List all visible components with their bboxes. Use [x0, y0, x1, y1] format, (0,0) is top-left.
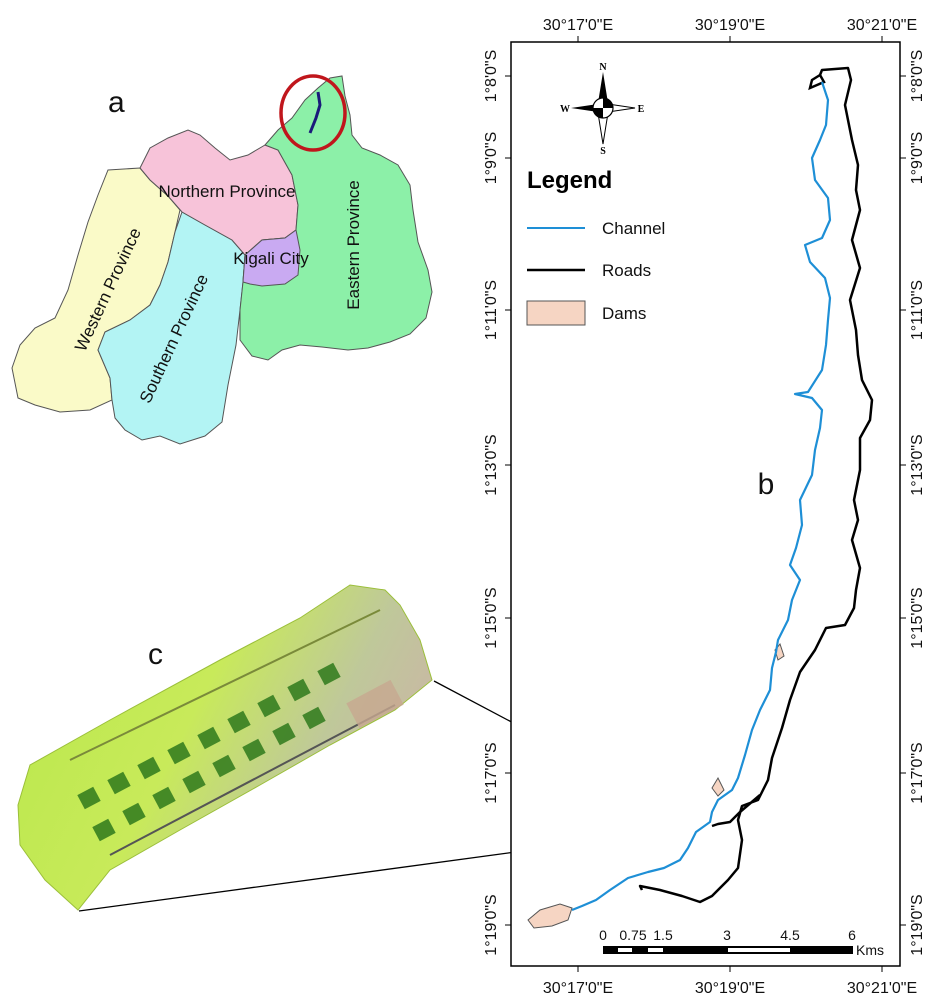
- kigali-city-region: [242, 229, 301, 287]
- panel-label-c: c: [148, 638, 163, 671]
- legend-roads-label: Roads: [602, 261, 651, 280]
- lon-label-top-2: 30°19'0"E: [695, 17, 765, 34]
- lat-label-right-1: 1°8'0"S: [909, 50, 926, 103]
- panel-label-a: a: [108, 86, 125, 119]
- compass-w-label: W: [560, 104, 570, 115]
- north-arrow-compass-icon: N S E W: [560, 62, 645, 157]
- lat-label-left-7: 1°19'0"S: [483, 894, 500, 955]
- study-area-highlight-circle: [279, 74, 347, 152]
- lat-label-left-1: 1°8'0"S: [483, 50, 500, 103]
- panel-label-b: b: [758, 468, 775, 501]
- lon-label-top-3: 30°21'0"E: [847, 17, 917, 34]
- dam-polygon-south: [527, 903, 573, 929]
- lat-label-left-4: 1°13'0"S: [483, 434, 500, 495]
- lon-label-bottom-2: 30°19'0"E: [695, 980, 765, 997]
- map-frame: [510, 41, 901, 967]
- orthophoto-drain-line: [109, 704, 396, 856]
- lon-label-top-1: 30°17'0"E: [543, 17, 613, 34]
- panel-c-orthophoto: c: [17, 584, 433, 911]
- dam-polygon-mid: [711, 776, 725, 797]
- lat-label-left-5: 1°15'0"S: [483, 587, 500, 648]
- lat-label-left-6: 1°17'0"S: [483, 742, 500, 803]
- scale-tick-0: 0: [599, 927, 607, 943]
- legend-channel-label: Channel: [602, 219, 665, 238]
- irrigation-channel: [571, 81, 832, 912]
- scale-tick-6: 6: [848, 927, 856, 943]
- compass-s-label: S: [600, 146, 606, 157]
- lat-label-left-2: 1°9'0"S: [483, 132, 500, 185]
- compass-e-label: E: [638, 104, 645, 115]
- eastern-province-label: Eastern Province: [344, 180, 363, 309]
- road-network: [638, 66, 874, 904]
- scale-bar: 0 0.75 1.5 3 4.5 6 Kms: [599, 927, 884, 958]
- lat-label-left-3: 1°11'0"S: [483, 280, 500, 340]
- legend-title: Legend: [527, 167, 612, 194]
- lat-label-right-7: 1°19'0"S: [909, 894, 926, 955]
- lat-label-right-5: 1°15'0"S: [909, 587, 926, 648]
- northern-province-label: Northern Province: [158, 182, 295, 201]
- legend-dams-symbol: [526, 300, 586, 326]
- kigali-city-label: Kigali City: [233, 249, 309, 268]
- road-loop-north: [808, 73, 826, 91]
- scale-tick-4-5: 4.5: [780, 927, 800, 943]
- orthophoto-field-grid: [77, 662, 341, 842]
- lat-label-right-3: 1°11'0"S: [909, 280, 926, 340]
- map-legend: Legend Channel Roads Dams: [526, 167, 665, 326]
- legend-dams-label: Dams: [602, 304, 646, 323]
- panel-b-channel-map: 30°17'0"E 30°19'0"E 30°21'0"E 30°17'0"E …: [483, 17, 926, 997]
- scale-tick-0-75: 0.75: [619, 927, 646, 943]
- orthophoto-mosaic: [17, 584, 433, 911]
- channel-location-marker: [308, 91, 322, 134]
- scale-unit-label: Kms: [856, 942, 884, 958]
- lon-label-bottom-3: 30°21'0"E: [847, 980, 917, 997]
- panel-a-rwanda-map: a Northern Province Kigali City Eastern …: [11, 74, 433, 445]
- compass-n-label: N: [599, 62, 607, 73]
- lat-label-right-4: 1°13'0"S: [909, 434, 926, 495]
- orthophoto-upper-drain: [69, 609, 381, 761]
- scale-tick-1-5: 1.5: [653, 927, 673, 943]
- lon-label-bottom-1: 30°17'0"E: [543, 980, 613, 997]
- scale-tick-3: 3: [723, 927, 731, 943]
- lat-label-right-6: 1°17'0"S: [909, 742, 926, 803]
- lat-label-right-2: 1°9'0"S: [909, 132, 926, 185]
- orthophoto-bare-soil-patch: [346, 679, 404, 729]
- frame-ticks: [505, 36, 906, 972]
